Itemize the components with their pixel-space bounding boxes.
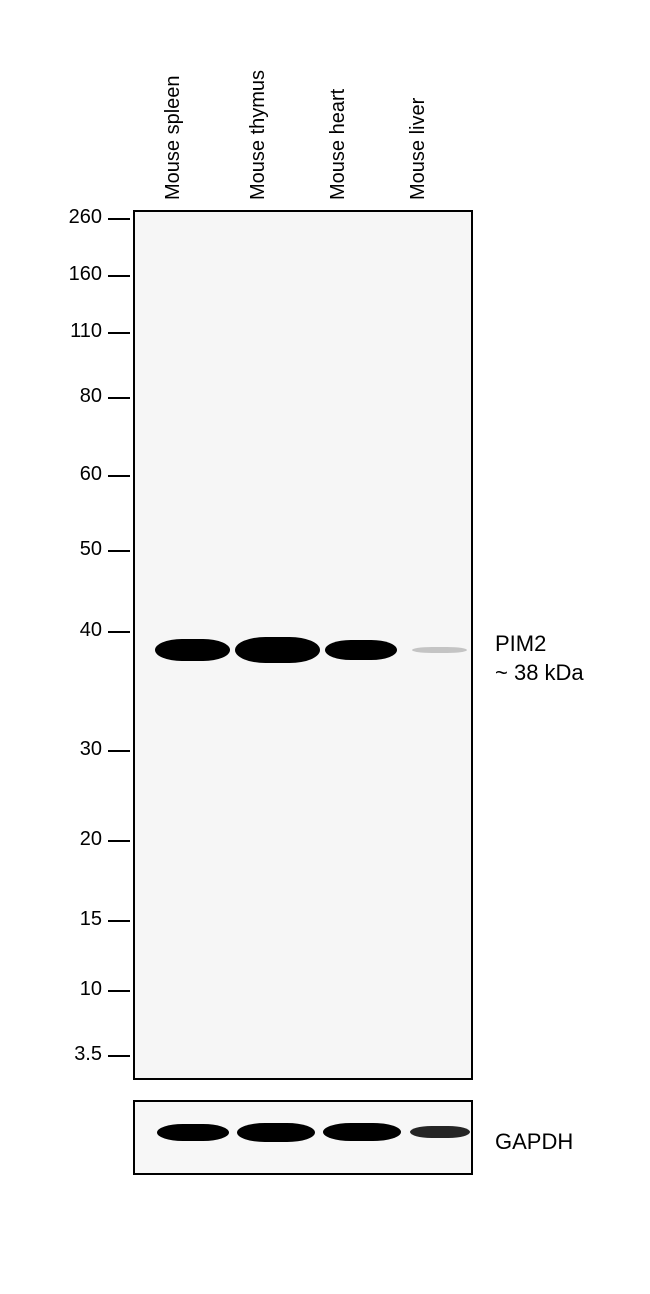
gapdh-band — [157, 1124, 229, 1141]
mw-label: 60 — [60, 463, 102, 486]
mw-tick — [108, 475, 130, 477]
mw-label: 10 — [60, 978, 102, 1001]
pim2-band — [412, 647, 467, 653]
label-line: PIM2 — [495, 630, 584, 659]
mw-tick — [108, 990, 130, 992]
lane-label-liver: Mouse liver — [407, 98, 430, 200]
mw-tick — [108, 1055, 130, 1057]
pim2-band — [155, 639, 230, 661]
mw-label: 260 — [60, 206, 102, 229]
main-blot-panel — [133, 210, 473, 1080]
label-line: GAPDH — [495, 1128, 573, 1157]
mw-label: 80 — [60, 385, 102, 408]
label-line: ~ 38 kDa — [495, 659, 584, 688]
mw-label: 30 — [60, 738, 102, 761]
lane-label-thymus: Mouse thymus — [247, 70, 270, 200]
target-label: PIM2~ 38 kDa — [495, 630, 584, 687]
mw-tick — [108, 550, 130, 552]
gapdh-band — [237, 1123, 315, 1142]
mw-tick — [108, 332, 130, 334]
mw-label: 50 — [60, 538, 102, 561]
mw-tick — [108, 750, 130, 752]
mw-label: 15 — [60, 908, 102, 931]
lane-label-heart: Mouse heart — [327, 89, 350, 200]
gapdh-band — [410, 1126, 470, 1138]
mw-tick — [108, 275, 130, 277]
lane-label-spleen: Mouse spleen — [162, 75, 185, 200]
mw-label: 3.5 — [60, 1043, 102, 1066]
mw-label: 160 — [60, 263, 102, 286]
loading-control-panel — [133, 1100, 473, 1175]
mw-label: 40 — [60, 619, 102, 642]
loading-control-label: GAPDH — [495, 1128, 573, 1157]
mw-label: 20 — [60, 828, 102, 851]
mw-tick — [108, 920, 130, 922]
pim2-band — [325, 640, 397, 660]
western-blot-figure: Mouse spleen Mouse thymus Mouse heart Mo… — [0, 0, 650, 1294]
pim2-band — [235, 637, 320, 663]
mw-label: 110 — [60, 320, 102, 343]
mw-tick — [108, 631, 130, 633]
mw-tick — [108, 397, 130, 399]
mw-tick — [108, 840, 130, 842]
gapdh-band — [323, 1123, 401, 1141]
mw-tick — [108, 218, 130, 220]
